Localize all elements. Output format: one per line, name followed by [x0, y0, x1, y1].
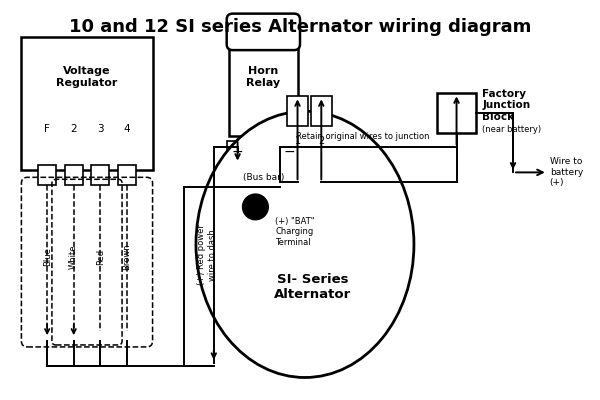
- Bar: [118, 166, 136, 185]
- Bar: [65, 166, 83, 185]
- Text: Red: Red: [96, 249, 105, 265]
- Bar: [229, 40, 298, 136]
- Text: 4: 4: [124, 124, 130, 134]
- Text: 3: 3: [97, 124, 104, 134]
- Text: Blue: Blue: [43, 247, 52, 266]
- Ellipse shape: [196, 111, 414, 378]
- Bar: [311, 96, 332, 126]
- Text: Wire to
battery
(+): Wire to battery (+): [550, 158, 583, 187]
- Bar: [287, 96, 308, 126]
- Text: White: White: [69, 244, 78, 269]
- Text: 1: 1: [295, 136, 301, 146]
- Text: 2: 2: [70, 124, 77, 134]
- Bar: [278, 141, 300, 164]
- Text: (+) "BAT"
Charging
Terminal: (+) "BAT" Charging Terminal: [275, 217, 315, 246]
- Bar: [38, 166, 56, 185]
- Text: F: F: [44, 124, 50, 134]
- Text: SI- Series
Alternator: SI- Series Alternator: [274, 273, 352, 301]
- Text: (Bus bar): (Bus bar): [242, 173, 284, 182]
- Bar: [20, 37, 154, 170]
- Text: Horn
Relay: Horn Relay: [246, 66, 280, 88]
- Text: 10 and 12 SI series Alternator wiring diagram: 10 and 12 SI series Alternator wiring di…: [69, 18, 531, 36]
- Text: 2: 2: [318, 136, 325, 146]
- Text: −: −: [283, 145, 295, 159]
- Text: Factory
Junction
Block: Factory Junction Block: [482, 89, 530, 122]
- Text: (+) Red power
wire to dash: (+) Red power wire to dash: [197, 224, 217, 286]
- Text: Retain original wires to junction: Retain original wires to junction: [296, 132, 430, 141]
- Bar: [227, 141, 248, 164]
- Text: (near battery): (near battery): [482, 124, 541, 134]
- Circle shape: [242, 194, 268, 220]
- Bar: [437, 94, 476, 133]
- Text: Voltage
Regulator: Voltage Regulator: [56, 66, 118, 88]
- Text: −: −: [232, 145, 244, 159]
- FancyBboxPatch shape: [227, 14, 300, 50]
- Text: Brown: Brown: [122, 243, 131, 270]
- Bar: [91, 166, 109, 185]
